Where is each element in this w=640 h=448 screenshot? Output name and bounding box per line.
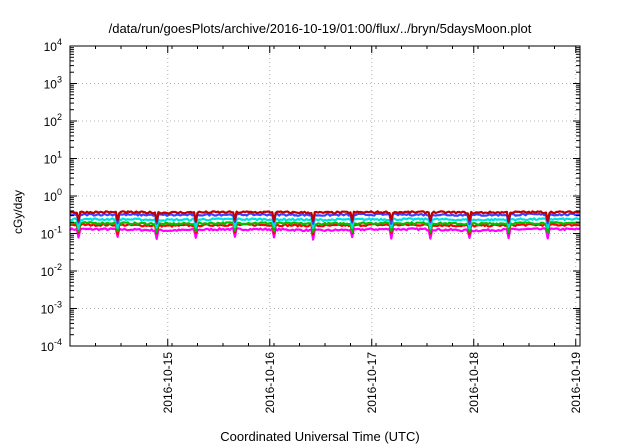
y-tick-label: 10-2 xyxy=(41,262,62,279)
y-tick-label: 10-3 xyxy=(41,300,62,317)
x-tick-label: 2016-10-18 xyxy=(467,352,481,414)
y-tick-label: 10-4 xyxy=(41,337,62,354)
y-tick-label: 10-1 xyxy=(41,225,62,242)
chart-title: /data/run/goesPlots/archive/2016-10-19/0… xyxy=(108,21,532,36)
x-tick-label: 2016-10-16 xyxy=(263,352,277,414)
axes: 10-4 10-3 10-2 10-1 100 101 102 103 104 2016-10-1… xyxy=(41,37,583,413)
y-tick-label: 102 xyxy=(44,112,62,129)
x-tick-label: 2016-10-19 xyxy=(569,352,583,414)
grid xyxy=(70,46,580,346)
y-tick-label: 103 xyxy=(44,75,62,92)
x-tick-label: 2016-10-17 xyxy=(365,352,379,414)
series-line xyxy=(69,210,580,223)
y-tick-label: 104 xyxy=(44,37,62,54)
series-layer xyxy=(69,210,581,241)
x-axis-label: Coordinated Universal Time (UTC) xyxy=(220,429,420,444)
y-tick-label: 101 xyxy=(44,150,62,167)
y-tick-label: 100 xyxy=(44,187,62,204)
x-tick-label: 2016-10-15 xyxy=(161,352,175,414)
